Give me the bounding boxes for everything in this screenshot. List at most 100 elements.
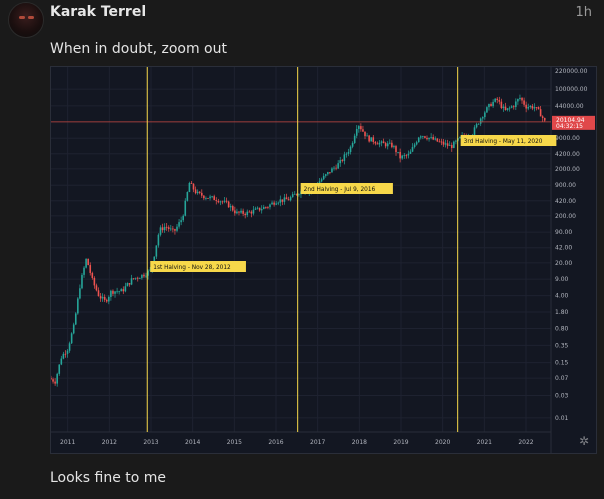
halving-label: 1st Halving - Nov 28, 2012: [153, 265, 231, 271]
candle: [165, 226, 168, 228]
candle: [238, 211, 240, 213]
candle: [477, 123, 480, 125]
candle: [291, 194, 294, 198]
candle: [370, 137, 373, 142]
y-tick-label: 900.00: [555, 182, 576, 189]
candle: [93, 277, 96, 286]
avatar[interactable]: [8, 2, 44, 38]
x-tick-label: 2021: [477, 439, 492, 446]
candle: [114, 291, 116, 294]
candle: [85, 258, 87, 268]
candle: [496, 98, 499, 101]
x-tick-label: 2011: [60, 439, 75, 446]
candle: [190, 183, 193, 184]
x-tick-label: 2016: [268, 439, 283, 446]
candle: [262, 207, 265, 210]
candle: [227, 201, 230, 208]
candle: [271, 202, 273, 205]
candle: [343, 154, 346, 161]
post-time[interactable]: 1h: [575, 5, 592, 20]
candle: [178, 222, 180, 227]
post-paragraph-1: When in doubt, zoom out: [50, 41, 227, 57]
candle: [517, 98, 519, 102]
y-tick-label: 9.00: [555, 276, 569, 283]
author-name[interactable]: Karak Terrel: [50, 4, 147, 20]
candle: [192, 183, 195, 190]
candle: [426, 137, 428, 140]
candle: [488, 103, 490, 108]
candle: [265, 207, 267, 208]
candle: [494, 98, 496, 102]
candle: [205, 198, 207, 199]
candle: [155, 245, 158, 257]
candle: [141, 274, 143, 279]
candle: [401, 155, 403, 159]
y-tick-label: 20.00: [555, 260, 572, 267]
candle: [51, 378, 52, 380]
candle: [153, 256, 156, 266]
candle: [126, 283, 129, 287]
candle: [351, 143, 354, 147]
candle: [397, 151, 399, 153]
candle: [541, 116, 544, 118]
candle: [132, 278, 135, 280]
candle: [498, 100, 501, 102]
candle: [341, 160, 344, 161]
candle: [374, 141, 377, 144]
countdown-label: 04:32:15: [556, 123, 583, 130]
candle: [525, 104, 527, 109]
x-tick-label: 2020: [435, 439, 450, 446]
candle: [535, 107, 538, 108]
candle: [529, 105, 532, 107]
candle: [430, 136, 432, 138]
candle: [110, 290, 112, 297]
y-tick-label: 0.15: [555, 360, 569, 367]
candle: [533, 107, 536, 109]
y-tick-label: 90.00: [555, 229, 572, 236]
candle: [124, 286, 127, 292]
candle: [225, 200, 228, 202]
candle: [393, 146, 395, 148]
candle: [267, 207, 269, 208]
candle: [143, 274, 145, 277]
gear-icon[interactable]: ✲: [578, 434, 589, 448]
candle: [240, 210, 242, 213]
candle: [130, 278, 133, 285]
candle: [157, 234, 160, 246]
candle: [89, 265, 92, 273]
candle: [99, 296, 102, 299]
candle: [473, 127, 476, 136]
candle: [260, 209, 263, 211]
candle: [277, 202, 280, 204]
candle: [502, 106, 505, 109]
candle: [161, 227, 164, 231]
candle: [384, 143, 387, 147]
price-chart[interactable]: 220000.00 100000.00 44000.00 9000.00 4200.00…: [50, 66, 597, 454]
candle: [97, 290, 100, 297]
candle: [327, 172, 329, 175]
candle: [163, 226, 166, 231]
candle: [339, 160, 342, 164]
halving-label: 3rd Halving - May 11, 2020: [464, 139, 543, 145]
candle: [331, 168, 333, 173]
candle: [349, 146, 352, 153]
y-tick-label: 220000.00: [555, 68, 588, 75]
candle: [56, 373, 58, 384]
candle: [378, 142, 381, 145]
candle: [167, 227, 170, 229]
candle: [360, 126, 362, 130]
candle: [287, 199, 290, 201]
candle: [72, 324, 75, 334]
halving-label-box: [150, 261, 246, 272]
candle: [231, 206, 234, 211]
y-tick-label: 200.00: [555, 213, 576, 220]
candle: [539, 109, 542, 117]
candle: [229, 206, 232, 208]
candle: [95, 285, 98, 291]
current-price-tag: [552, 115, 595, 130]
candle: [66, 350, 69, 354]
candle: [353, 135, 356, 144]
candle: [413, 144, 416, 148]
halving-label: 2nd Halving - Jul 9, 2016: [304, 187, 376, 193]
candle: [64, 353, 67, 355]
